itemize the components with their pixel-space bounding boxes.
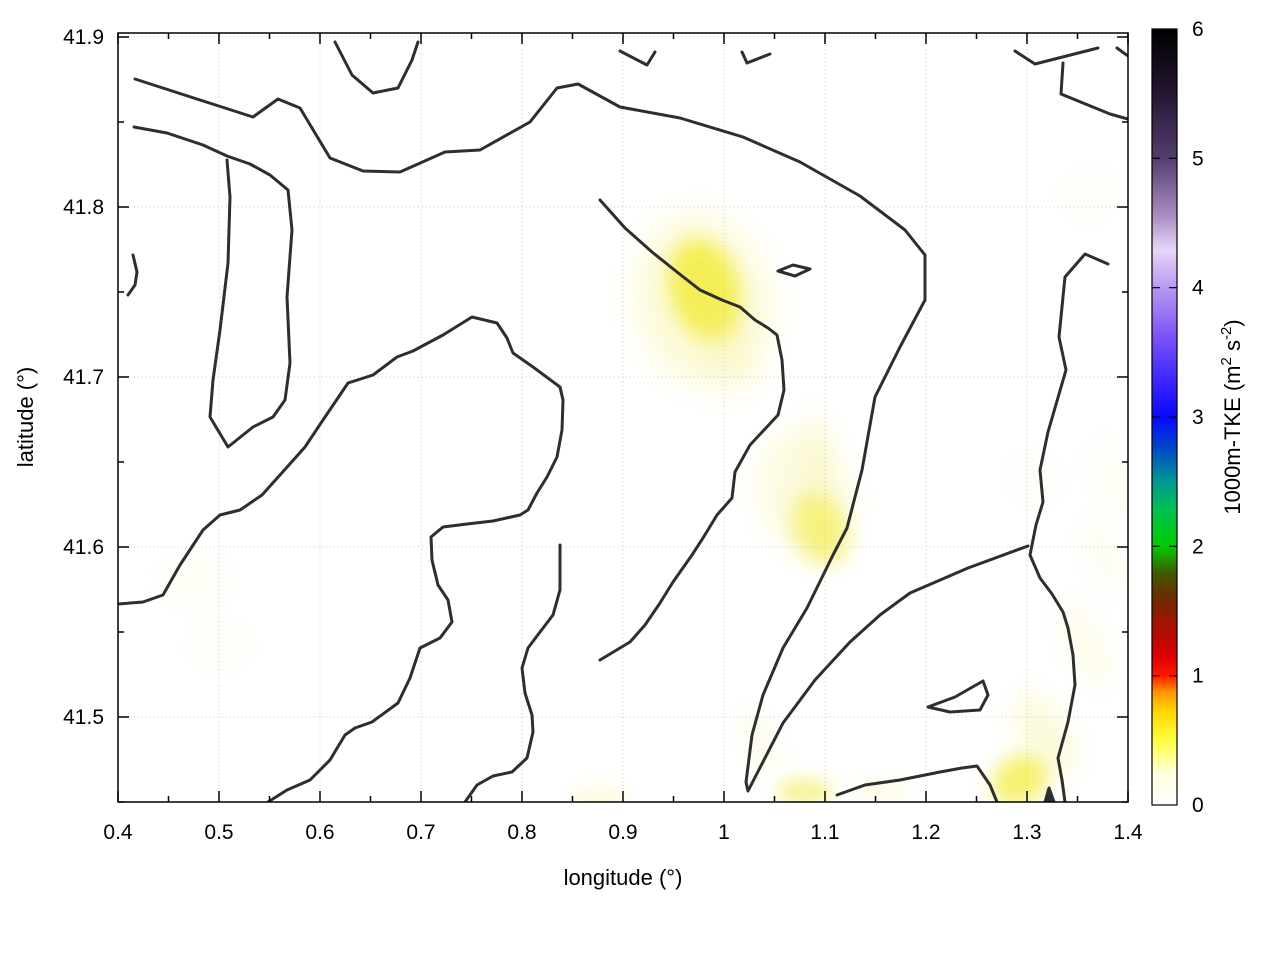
heat-blob xyxy=(1014,692,1076,778)
y-axis-tick-label: 41.5 xyxy=(63,706,104,729)
contour-line xyxy=(1059,61,1128,121)
contour-line xyxy=(133,77,1030,793)
axis-tick-labels: 0.4 0.5 0.6 0.7 0.8 0.9 1 1.1 1.2 1.3 1.4 41.5 41.6 4… xyxy=(63,26,1143,844)
heat-blob xyxy=(190,623,250,667)
contour-line xyxy=(132,125,294,449)
heat-blob xyxy=(1059,603,1111,687)
contour-arrow-marker xyxy=(1043,786,1056,802)
colorbar-tick-label: 3 xyxy=(1192,406,1204,429)
contour-line xyxy=(333,40,420,95)
contour-line xyxy=(926,679,990,714)
colorbar-tick-label: 0 xyxy=(1192,794,1204,817)
x-axis-tick-label: 0.9 xyxy=(608,821,637,844)
heat-blob xyxy=(991,753,1049,802)
heatmap-layer xyxy=(160,173,1128,802)
heat-blob xyxy=(1013,450,1057,510)
colorbar-title: 1000m-TKE (m2 s-2) xyxy=(1218,319,1245,514)
contour-lines-layer xyxy=(118,40,1128,802)
x-axis-tick-label: 1.3 xyxy=(1012,821,1041,844)
x-axis-tick-label: 1.1 xyxy=(810,821,839,844)
contour-line xyxy=(1028,252,1110,802)
x-axis-tick-label: 1 xyxy=(718,821,730,844)
contour-line xyxy=(463,543,562,802)
heat-blob xyxy=(701,306,759,394)
colorbar-tick-label: 5 xyxy=(1192,147,1204,170)
colorbar-tick-label: 1 xyxy=(1192,665,1204,688)
heat-blob xyxy=(777,778,833,802)
y-axis-tick-label: 41.8 xyxy=(63,196,104,219)
colorbar-tick-label: 4 xyxy=(1192,277,1204,300)
x-axis-tick-label: 0.5 xyxy=(204,821,233,844)
contour-line xyxy=(118,315,565,802)
x-axis-tick-label: 1.4 xyxy=(1113,821,1143,844)
x-axis-tick-label: 0.4 xyxy=(103,821,133,844)
y-axis-tick-label: 41.9 xyxy=(63,26,104,49)
contour-line xyxy=(126,253,139,297)
x-axis-tick-label: 0.8 xyxy=(507,821,536,844)
x-axis-tick-label: 1.2 xyxy=(911,821,940,844)
x-axis-title: longitude (°) xyxy=(564,865,683,890)
contour-line xyxy=(598,198,786,662)
contour-line xyxy=(618,49,657,67)
y-axis-tick-label: 41.6 xyxy=(63,536,104,559)
y-axis-title: latitude (°) xyxy=(13,367,38,468)
heat-blob xyxy=(1085,517,1125,593)
colorbar-tick-label: 6 xyxy=(1192,18,1204,41)
x-axis-tick-label: 0.6 xyxy=(305,821,334,844)
heat-blob xyxy=(637,215,769,385)
colorbar: 0 1 2 3 4 5 6 1000m-TKE (m2 s-2) xyxy=(1151,18,1245,817)
contour-line xyxy=(776,263,812,278)
heat-blob xyxy=(1062,173,1118,217)
contour-line xyxy=(1013,46,1100,66)
plot-border xyxy=(117,32,1129,803)
contour-line xyxy=(740,50,772,65)
heat-blob xyxy=(568,785,632,802)
heat-blob xyxy=(1093,439,1128,521)
contour-line xyxy=(1115,46,1128,58)
y-axis-tick-label: 41.7 xyxy=(63,366,104,389)
heat-blob xyxy=(739,707,781,773)
contour-line xyxy=(835,764,999,802)
x-axis-tick-label: 0.7 xyxy=(406,821,435,844)
colorbar-tick-label: 2 xyxy=(1192,535,1204,558)
